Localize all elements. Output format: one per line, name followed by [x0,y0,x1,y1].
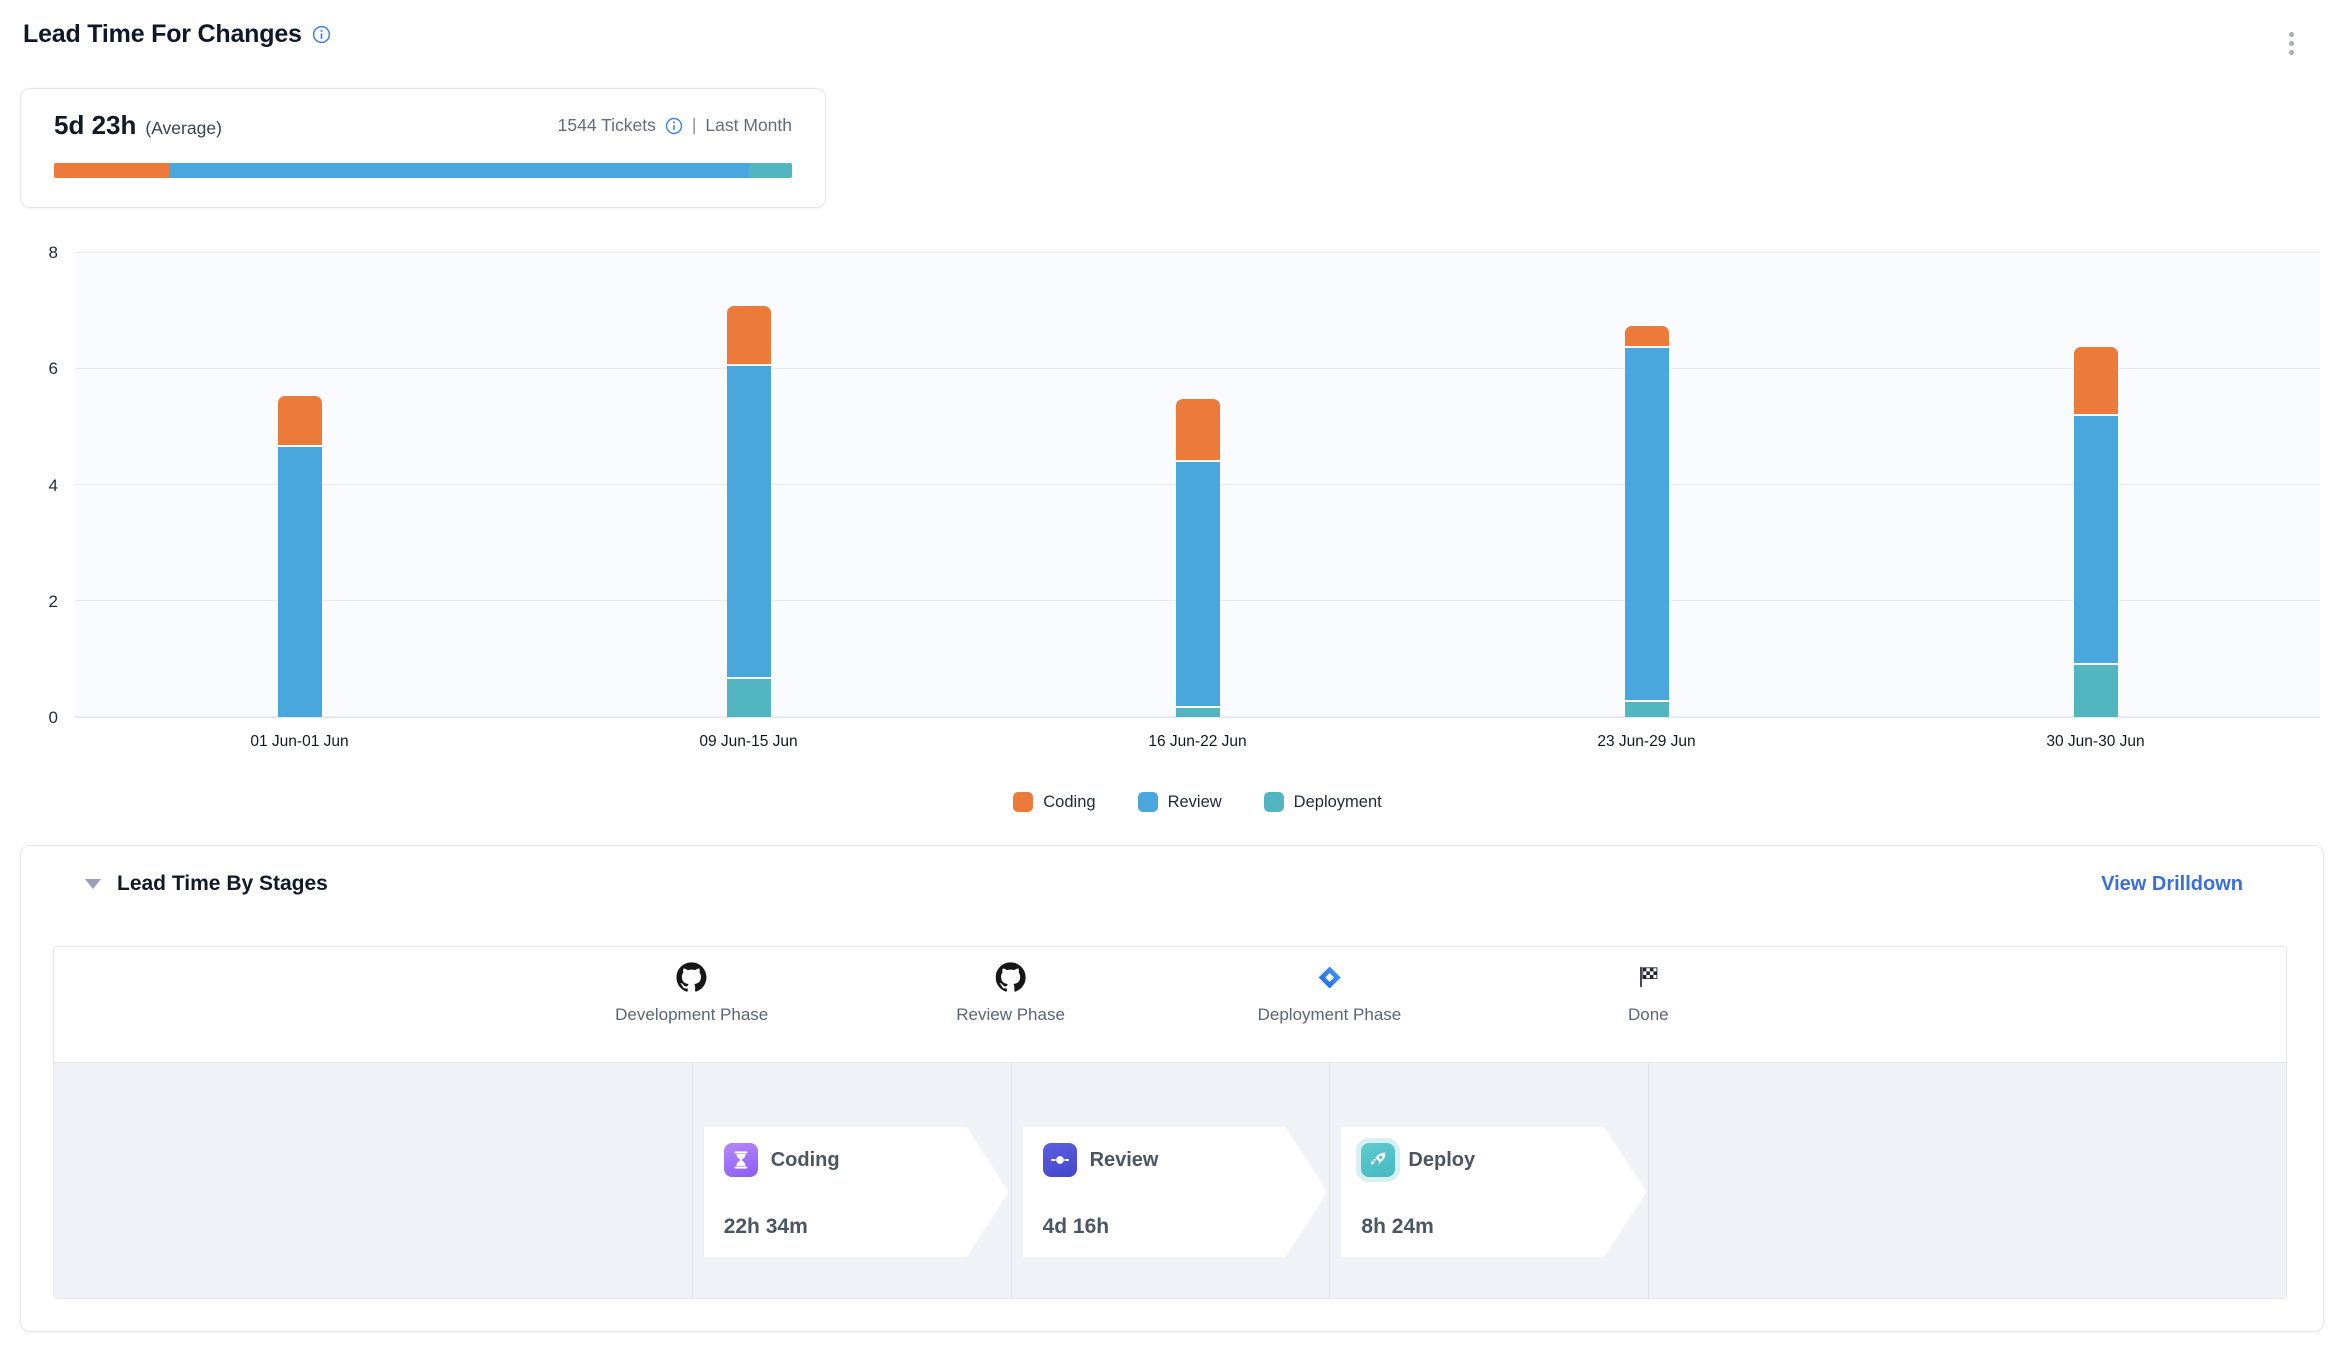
panel-header: Lead Time For Changes [23,20,331,49]
legend-label: Deployment [1293,792,1382,811]
segment-coding[interactable] [277,396,322,445]
stage-name: Deploy [1408,1148,1476,1171]
milestone-label: Done [1627,1005,1669,1024]
gridline [75,368,2320,369]
lead-time-by-stages-card: Lead Time By Stages View Drilldown Devel… [20,845,2324,1332]
bar-30-jun-30-jun[interactable] [2073,347,2118,717]
segment-deployment[interactable] [2073,665,2118,717]
title-info-icon[interactable] [312,25,331,44]
stages-table-body: Coding 22h 34m Review 4d 16h Deploy 8h 24m [54,1062,2286,1298]
chart-legend: Coding Review Deployment [75,792,2320,812]
segment-review[interactable] [2073,416,2118,663]
kebab-menu-icon[interactable] [2285,28,2298,59]
summary-divider: | [691,115,697,135]
tickets-info-icon[interactable] [665,117,683,135]
segment-review[interactable] [726,366,771,677]
column-separator [691,1063,693,1298]
hourglass-icon [724,1143,758,1177]
lead-time-distribution-bar [54,163,792,178]
segment-coding[interactable] [1624,326,1669,346]
view-drilldown-link[interactable]: View Drilldown [2101,873,2243,895]
stage-duration: 4d 16h [1042,1215,1110,1238]
jira-icon [1316,961,1343,993]
milestone-development-phase: Development Phase [615,961,768,1025]
milestone-deployment-phase: Deployment Phase [1257,961,1402,1025]
stage-duration: 8h 24m [1361,1215,1434,1238]
bar-slot [524,253,973,717]
y-tick-label: 6 [48,359,58,379]
segment-deployment[interactable] [1175,708,1220,717]
bar-01-jun-01-jun[interactable] [277,396,322,717]
y-tick-label: 4 [48,475,58,495]
bar-slot [75,253,524,717]
y-tick-label: 0 [48,708,58,727]
legend-label: Review [1167,792,1222,811]
milestone-review-phase: Review Phase [956,961,1065,1025]
github-icon [676,961,707,993]
column-separator [1329,1063,1331,1298]
milestone-done: Done [1628,961,1669,1025]
bar-23-jun-29-jun[interactable] [1624,326,1669,717]
segment-deployment[interactable] [1624,702,1669,717]
period-label: Last Month [705,115,792,135]
commit-icon [1043,1143,1077,1177]
bar-16-jun-22-jun[interactable] [1175,399,1220,717]
segment-review[interactable] [277,447,322,717]
summary-card: 5d 23h (Average) 1544 Tickets | Last Mon… [20,88,826,208]
x-tick-label: 23 Jun-29 Jun [1597,733,1696,750]
y-tick-label: 2 [48,591,58,611]
legend-item-coding[interactable]: Coding [1013,792,1096,812]
legend-item-deployment[interactable]: Deployment [1263,792,1382,812]
stage-card-deploy[interactable]: Deploy 8h 24m [1341,1127,1646,1257]
stacked-bar-chart [75,252,2320,718]
legend-swatch [1137,792,1158,812]
github-icon [995,961,1026,993]
stage-duration: 22h 34m [723,1215,808,1238]
stage-card-review[interactable]: Review 4d 16h [1023,1127,1328,1257]
segment-coding[interactable] [726,306,771,364]
x-tick-label: 30 Jun-30 Jun [2046,733,2145,750]
column-separator [1010,1063,1012,1298]
bar-slot [1871,253,2320,717]
stages-table-header: Development Phase Review Phase Deployment … [54,947,2286,1062]
column-separator [1648,1063,1650,1298]
milestone-label: Development Phase [615,1005,769,1024]
gridline [75,252,2320,253]
rocket-icon [1361,1143,1395,1177]
distribution-segment-coding [54,163,170,178]
checkered-flag-icon [1635,961,1661,993]
tickets-count: 1544 Tickets [557,115,656,135]
bar-slot [1422,253,1871,717]
stages-table: Development Phase Review Phase Deployment … [53,946,2287,1299]
page-title: Lead Time For Changes [23,20,302,48]
legend-item-review[interactable]: Review [1137,792,1222,812]
x-tick-label: 16 Jun-22 Jun [1148,733,1247,750]
milestone-label: Deployment Phase [1257,1005,1402,1024]
collapse-caret-icon[interactable] [85,879,101,889]
stage-name: Coding [770,1148,840,1171]
milestone-label: Review Phase [956,1005,1065,1024]
average-label: (Average) [145,118,222,138]
legend-swatch [1013,792,1034,812]
segment-review[interactable] [1624,348,1669,700]
bar-09-jun-15-jun[interactable] [726,306,771,717]
stage-card-coding[interactable]: Coding 22h 34m [704,1127,1009,1257]
y-tick-label: 8 [48,243,58,262]
average-lead-time-value: 5d 23h [54,110,137,140]
stages-section-title: Lead Time By Stages [117,872,328,895]
distribution-segment-review [169,163,750,178]
segment-coding[interactable] [1175,399,1220,460]
segment-review[interactable] [1175,462,1220,706]
legend-label: Coding [1043,792,1096,811]
stage-name: Review [1089,1148,1159,1171]
distribution-segment-deployment [749,163,792,178]
segment-deployment[interactable] [726,679,771,717]
x-tick-label: 09 Jun-15 Jun [699,733,798,750]
x-axis-labels: 01 Jun-01 Jun 09 Jun-15 Jun 16 Jun-22 Jun 2… [75,733,2320,751]
segment-coding[interactable] [2073,347,2118,414]
legend-swatch [1263,792,1284,812]
x-tick-label: 01 Jun-01 Jun [250,733,349,750]
bar-slot [973,253,1422,717]
